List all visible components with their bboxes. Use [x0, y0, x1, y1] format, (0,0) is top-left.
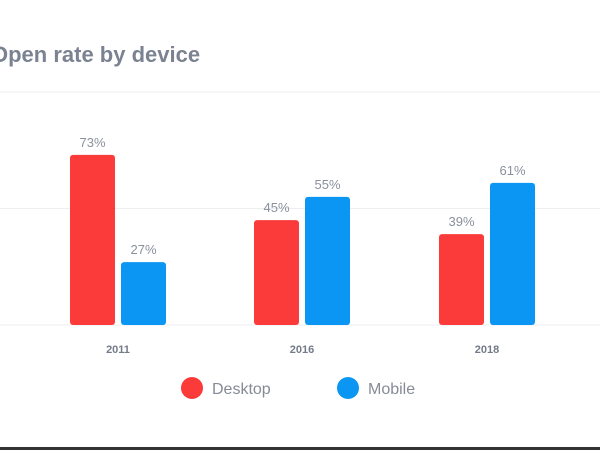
- bar-desktop-2016: [254, 220, 299, 325]
- data-label: 45%: [263, 200, 289, 215]
- bar-mobile-2018: [490, 182, 535, 325]
- data-label: 61%: [499, 163, 525, 178]
- legend-label: Desktop: [212, 381, 271, 398]
- data-label: 55%: [314, 177, 340, 192]
- bar-desktop-2011: [70, 154, 115, 325]
- bar-mobile-2011: [121, 262, 166, 325]
- data-label: 27%: [130, 242, 156, 257]
- data-label: 73%: [79, 135, 105, 150]
- legend-label: Mobile: [368, 381, 415, 398]
- x-tick-label: 2016: [290, 344, 314, 356]
- data-label: 39%: [448, 214, 474, 229]
- chart-title: Open rate by device: [0, 42, 201, 67]
- legend-marker-mobile: [337, 377, 359, 399]
- bar-desktop-2018: [439, 234, 484, 325]
- bar-mobile-2016: [305, 196, 350, 325]
- x-tick-label: 2011: [106, 344, 130, 356]
- legend-marker-desktop: [181, 377, 203, 399]
- x-tick-label: 2018: [475, 344, 499, 356]
- window-border: [0, 447, 600, 450]
